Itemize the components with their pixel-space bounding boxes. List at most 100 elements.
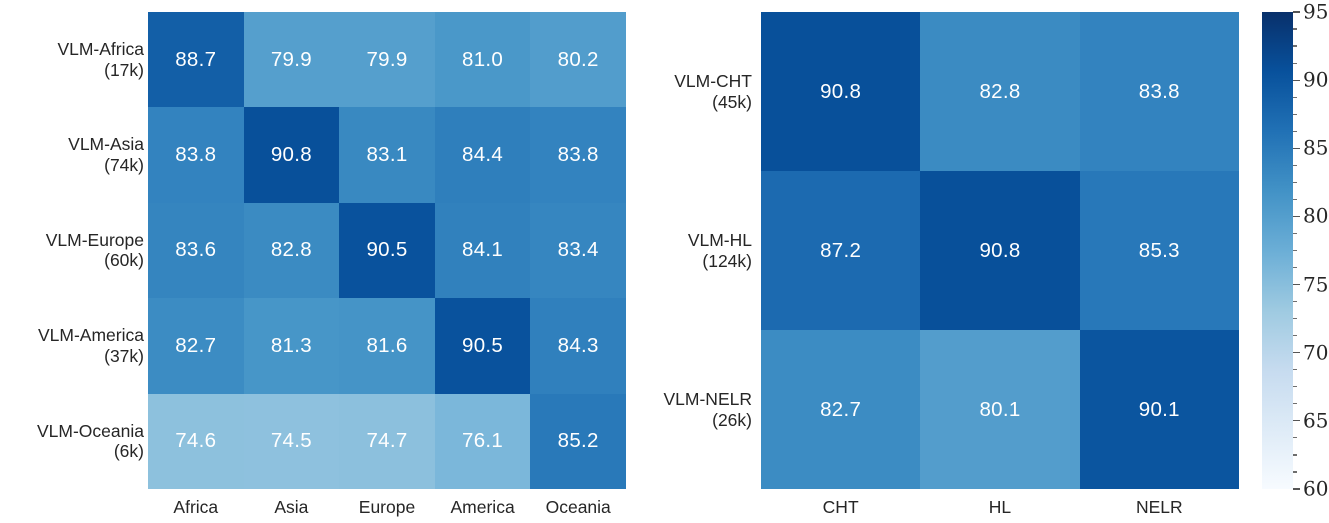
heatmap1-cell-r0-c0: 90.8 <box>761 12 921 171</box>
colorbar-tick-label: 75 <box>1303 272 1329 297</box>
colorbar-minor-tick <box>1293 301 1297 303</box>
sample-count: (26k) <box>712 409 752 430</box>
heatmap0-cell-r2-c0: 83.6 <box>148 202 244 299</box>
heatmap1-col-label-1: HL <box>988 497 1012 517</box>
colorbar-minor-tick <box>1293 266 1297 269</box>
heatmap1-cell-r1-c2: 85.3 <box>1079 171 1239 330</box>
colorbar-tick-label: 80 <box>1303 203 1329 228</box>
sample-count: (74k) <box>104 155 144 176</box>
heatmap0-row-label-0: VLM-Africa (17k) <box>0 12 144 107</box>
colorbar-minor-tick <box>1293 386 1297 388</box>
colorbar-minor-tick <box>1293 437 1297 439</box>
sample-count: (6k) <box>113 441 144 462</box>
sample-count: (60k) <box>104 250 144 271</box>
heatmap0-row-label-4: VLM-Oceania (6k) <box>0 394 144 489</box>
heatmap0-col-label-2: Europe <box>358 497 416 517</box>
colorbar-minor-tick <box>1293 335 1297 337</box>
right-heatmap-row-labels: VLM-CHT (45k) VLM-HL (124k) VLM-NELR (26k) <box>557 12 753 489</box>
colorbar-minor-tick <box>1293 62 1297 64</box>
colorbar-minor-tick <box>1293 232 1297 235</box>
heatmap0-row-label-2: VLM-Europe (60k) <box>0 203 144 298</box>
colorbar-major-tick <box>1293 352 1300 354</box>
heatmap0-cell-r1-c3: 84.4 <box>434 107 531 203</box>
model-name: VLM-NELR <box>663 388 753 409</box>
colorbar-minor-tick <box>1293 113 1297 115</box>
model-name: VLM-Asia <box>68 134 144 155</box>
heatmap0-cell-r3-c4: 84.3 <box>530 298 626 394</box>
heatmap0-cell-r1-c4: 83.8 <box>530 107 626 203</box>
colorbar-gradient <box>1262 12 1293 489</box>
heatmap0-cell-r4-c4: 85.2 <box>530 393 626 489</box>
heatmap0-cell-r3-c2: 81.6 <box>339 298 435 394</box>
colorbar-minor-tick <box>1293 130 1297 132</box>
heatmap1-cell-r2-c0: 82.7 <box>761 330 921 489</box>
heatmap0-cell-r2-c3: 84.1 <box>434 202 531 299</box>
colorbar-minor-tick <box>1293 45 1297 47</box>
colorbar-major-tick <box>1293 488 1300 490</box>
colorbar-minor-tick <box>1293 181 1297 183</box>
heatmap0-cell-r0-c1: 79.9 <box>243 12 340 108</box>
colorbar-minor-tick <box>1293 403 1297 405</box>
colorbar-tick-label: 60 <box>1303 476 1329 501</box>
heatmap1-cell-r0-c2: 83.8 <box>1079 12 1239 171</box>
model-name: VLM-Oceania <box>37 420 144 441</box>
heatmap1-row-label-0: VLM-CHT (45k) <box>557 12 752 171</box>
colorbar-minor-tick <box>1293 28 1297 30</box>
heatmap0-cell-r3-c1: 81.3 <box>243 298 340 394</box>
heatmap0-cell-r0-c2: 79.9 <box>339 12 435 108</box>
heatmap0-cell-r4-c3: 76.1 <box>434 393 531 489</box>
heatmap0-cell-r3-c0: 82.7 <box>148 298 244 394</box>
heatmap1-cell-r2-c1: 80.1 <box>920 330 1080 489</box>
colorbar-tick-label: 95 <box>1303 0 1329 24</box>
colorbar-tick-label: 85 <box>1303 135 1329 160</box>
heatmap0-col-label-3: America <box>450 497 515 517</box>
heatmap0-row-label-1: VLM-Asia (74k) <box>0 107 144 202</box>
heatmap1-cell-r0-c1: 82.8 <box>920 12 1080 171</box>
heatmap0-cell-r3-c3: 90.5 <box>434 298 531 394</box>
model-name: VLM-America <box>38 325 144 346</box>
heatmap0-cell-r1-c1: 90.8 <box>243 107 340 203</box>
sample-count: (124k) <box>702 250 752 271</box>
heatmap1-col-label-2: NELR <box>1135 497 1183 517</box>
heatmap1-row-label-1: VLM-HL (124k) <box>557 171 752 330</box>
heatmap1-col-label-0: CHT <box>822 497 859 517</box>
heatmap0-col-label-4: Oceania <box>545 497 611 517</box>
colorbar-minor-tick <box>1293 369 1297 371</box>
colorbar-major-tick <box>1293 420 1300 422</box>
heatmap0-cell-r1-c2: 83.1 <box>339 107 435 203</box>
left-heatmap-col-labels: Africa Asia Europe America Oceania <box>148 489 626 521</box>
heatmap0-col-label-1: Asia <box>274 497 309 517</box>
model-name: VLM-HL <box>687 229 752 250</box>
heatmap0-cell-r2-c1: 82.8 <box>243 202 340 299</box>
colorbar-minor-tick <box>1293 471 1297 473</box>
right-heatmap-col-labels: CHT HL NELR <box>761 489 1239 521</box>
heatmap0-cell-r0-c0: 88.7 <box>148 12 244 108</box>
heatmap0-cell-r4-c0: 74.6 <box>148 393 244 489</box>
colorbar-minor-tick <box>1293 96 1297 98</box>
sample-count: (45k) <box>712 91 752 112</box>
colorbar-minor-tick <box>1293 454 1297 456</box>
colorbar-minor-tick <box>1293 318 1297 320</box>
colorbar-tick-label: 70 <box>1303 340 1329 365</box>
colorbar-tick-label: 90 <box>1303 67 1329 92</box>
colorbar-major-tick <box>1293 215 1300 218</box>
model-name: VLM-CHT <box>674 70 752 91</box>
heatmap0-row-label-3: VLM-America (37k) <box>0 298 144 393</box>
sample-count: (37k) <box>104 345 144 366</box>
right-heatmap-grid: 90.8 82.8 83.8 87.2 90.8 85.3 82.7 80.1 90.1 <box>761 12 1239 489</box>
colorbar-tick-label: 65 <box>1303 408 1329 433</box>
colorbar-major-tick <box>1293 283 1300 286</box>
heatmap0-cell-r2-c2: 90.5 <box>339 202 435 299</box>
heatmap0-cell-r1-c0: 83.8 <box>148 107 244 203</box>
colorbar-major-tick <box>1293 11 1300 13</box>
colorbar-minor-tick <box>1293 249 1297 252</box>
heatmap0-cell-r4-c2: 74.7 <box>339 393 435 489</box>
colorbar-minor-tick <box>1293 164 1297 166</box>
colorbar-major-tick <box>1293 79 1300 81</box>
sample-count: (17k) <box>104 59 144 80</box>
left-heatmap-row-labels: VLM-Africa (17k) VLM-Asia (74k) VLM-Europe (6… <box>0 12 144 489</box>
model-name: VLM-Africa <box>57 39 144 60</box>
colorbar-major-tick <box>1293 147 1300 149</box>
heatmap1-row-label-2: VLM-NELR (26k) <box>557 330 753 489</box>
